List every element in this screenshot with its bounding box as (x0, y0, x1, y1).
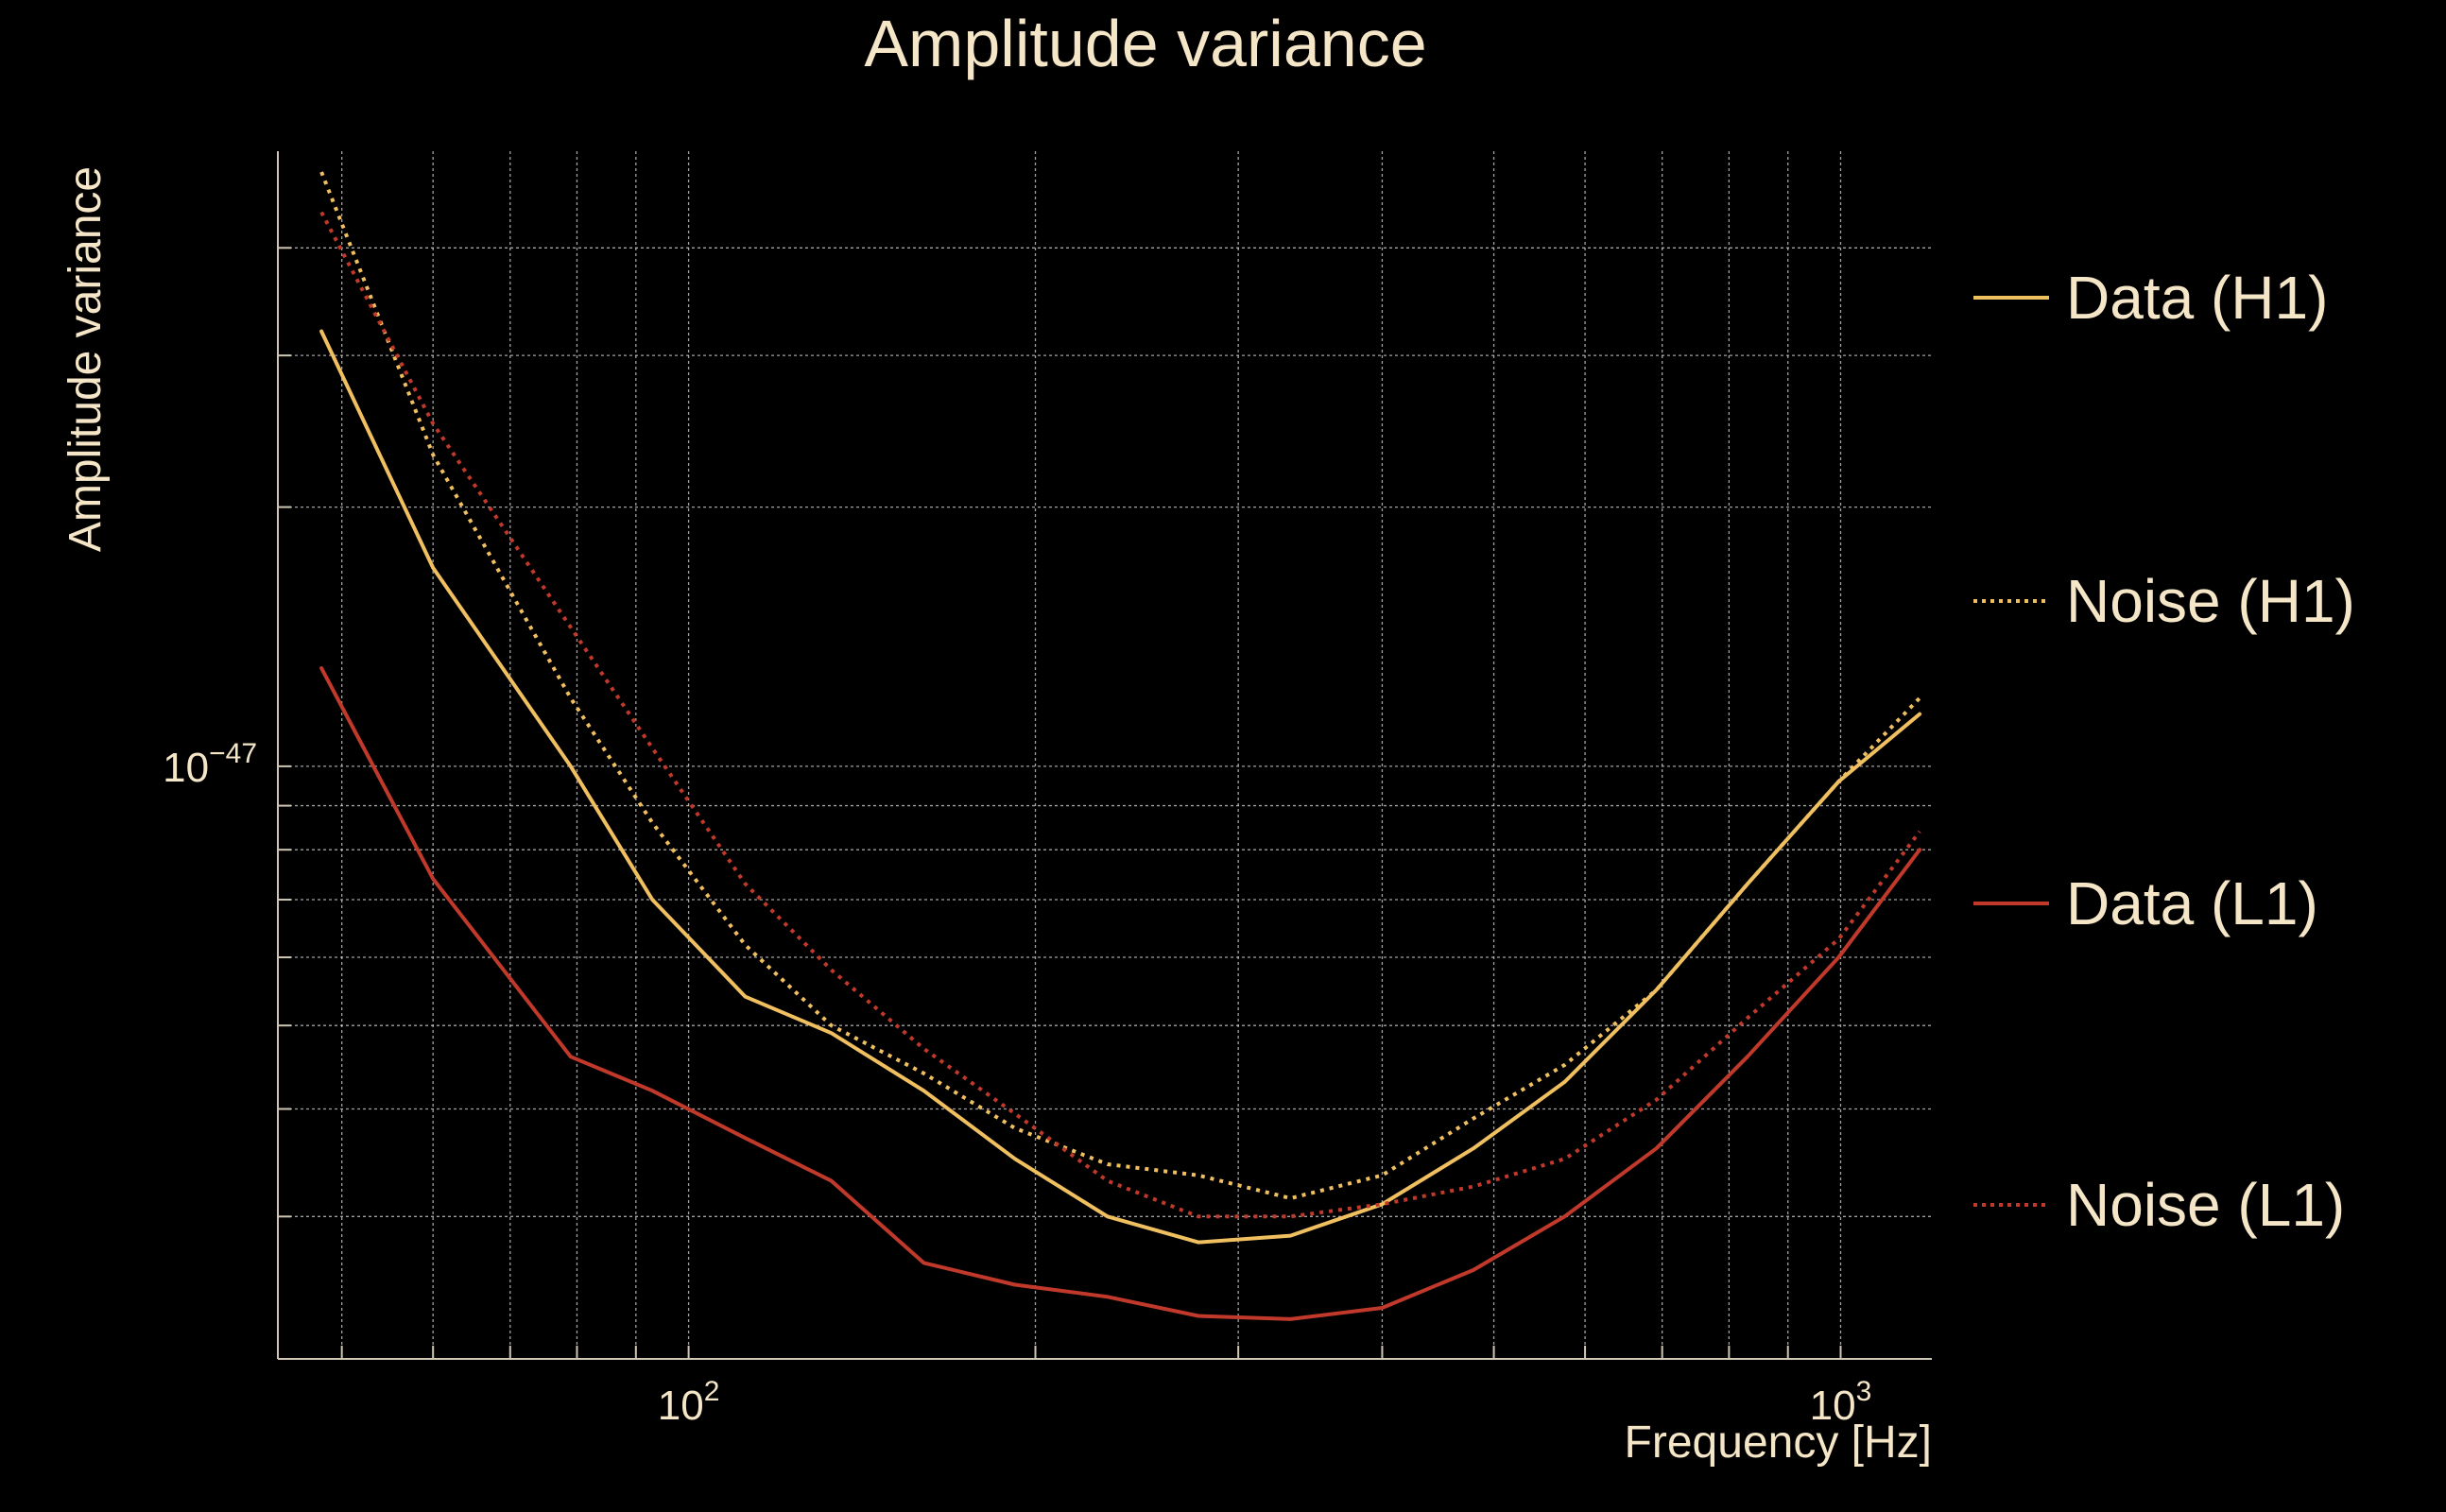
chart-title: Amplitude variance (864, 7, 1426, 80)
legend-label-data-h1: Data (H1) (2066, 264, 2328, 332)
legend: Data (H1) Noise (H1) Data (L1) Noise (L1) (1973, 264, 2355, 1239)
plot-frame (277, 151, 1932, 1360)
legend-label-noise-l1: Noise (L1) (2066, 1171, 2345, 1239)
legend-label-data-l1: Data (L1) (2066, 869, 2318, 937)
x-tick-label: 103 (1810, 1376, 1872, 1429)
series-lines (319, 171, 1922, 1321)
y-tick-label: 10−47 (163, 738, 257, 791)
series-line-data-h1 (319, 329, 1922, 1245)
series-line-noise-l1 (319, 211, 1921, 1219)
axis-ticks: 102 103 10−47 (163, 247, 1872, 1429)
legend-label-noise-h1: Noise (H1) (2066, 567, 2355, 635)
x-tick-label: 102 (658, 1376, 720, 1429)
series-line-noise-h1 (319, 171, 1921, 1200)
grid-lines (278, 151, 1932, 1359)
x-axis-label: Frequency [Hz] (1625, 1418, 1932, 1468)
y-axis-label: Amplitude variance (60, 166, 111, 552)
series-line-data-l1 (319, 666, 1922, 1321)
